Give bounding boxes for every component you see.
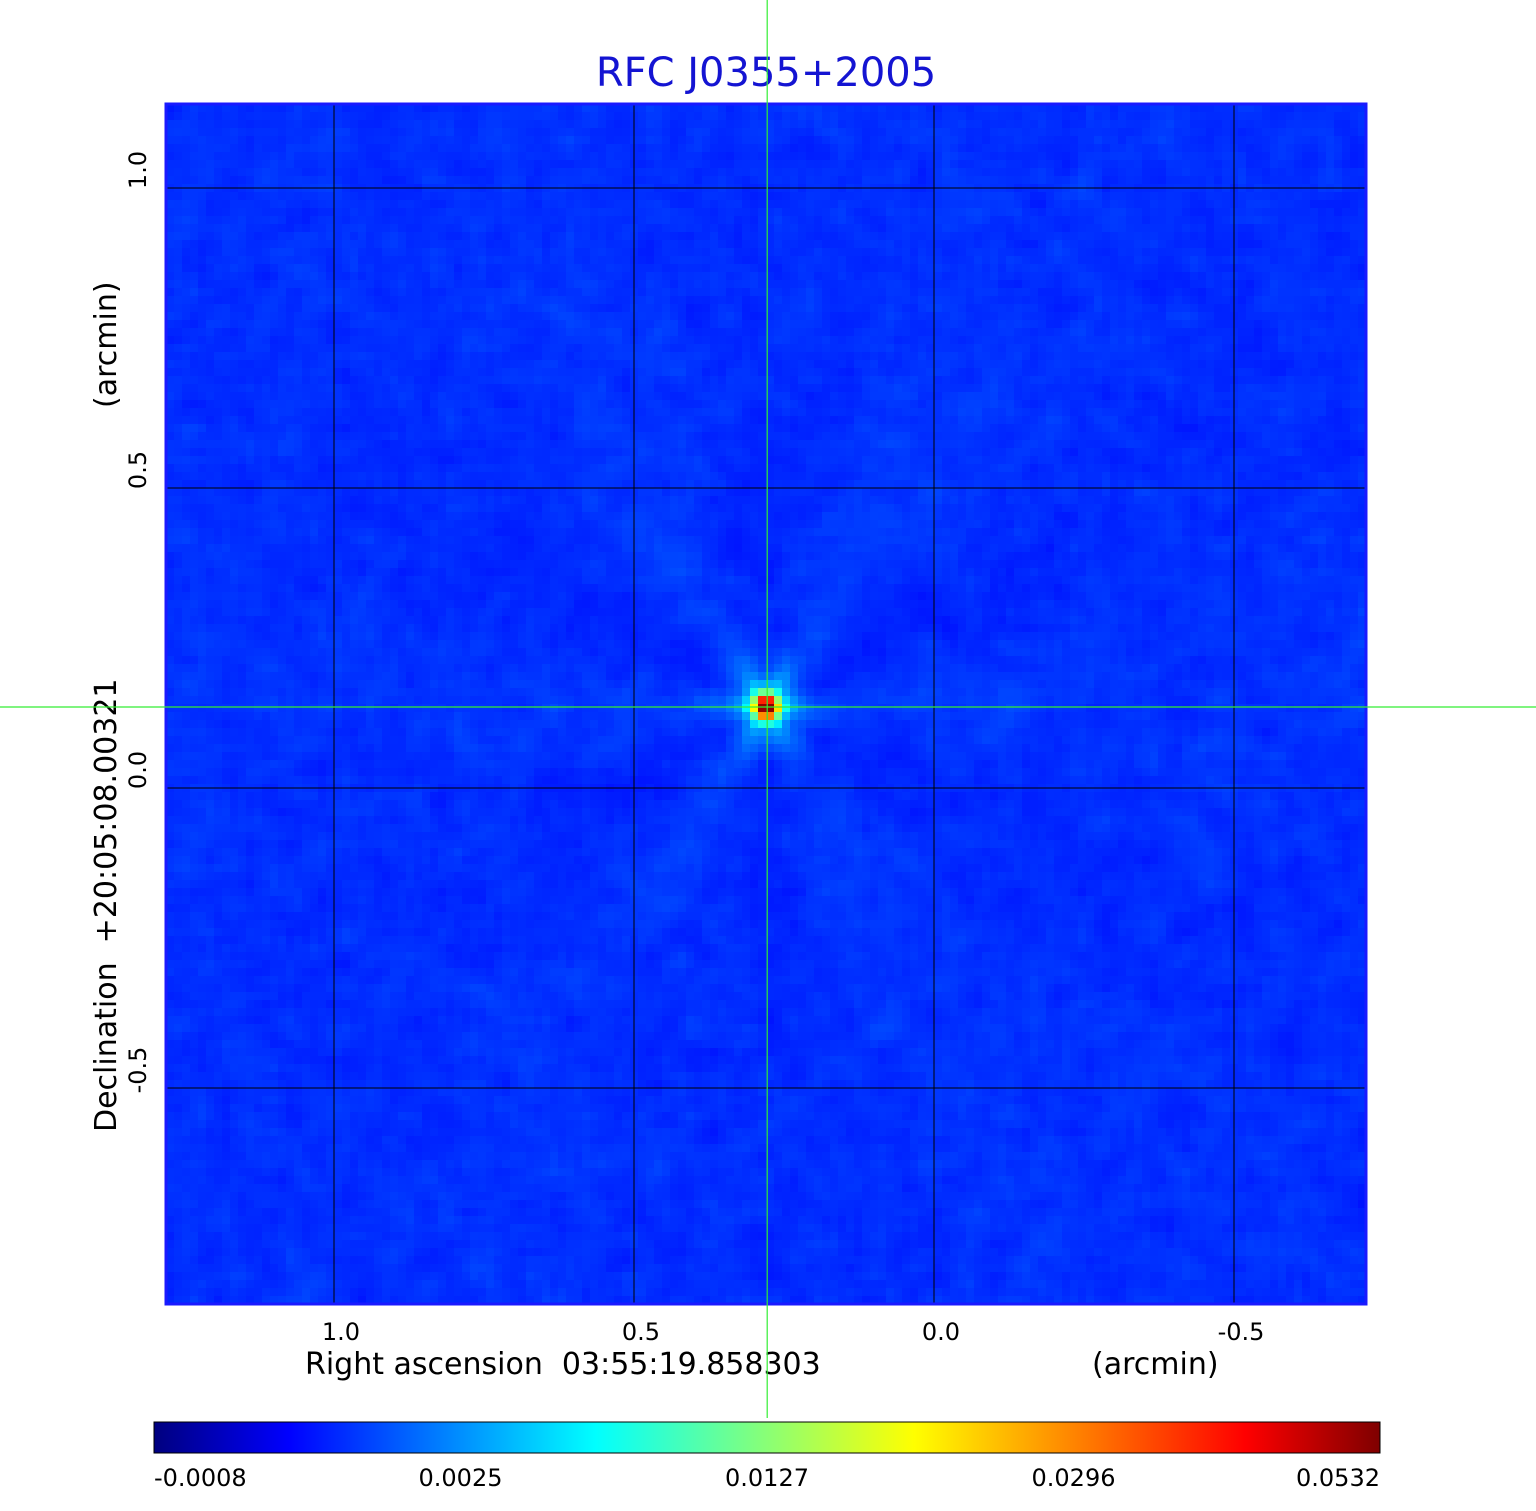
y-tick-label: -0.5 bbox=[124, 1047, 152, 1094]
x-tick-label: 0.0 bbox=[922, 1318, 960, 1346]
colorbar-tick-label: -0.0008 bbox=[154, 1464, 247, 1492]
x-tick-labels: 1.0 0.5 0.0 -0.5 bbox=[322, 1318, 1265, 1346]
x-tick-label: 0.5 bbox=[622, 1318, 660, 1346]
colorbar-tick-labels: -0.0008 0.0025 0.0127 0.0296 0.0532 bbox=[154, 1464, 1380, 1492]
colorbar-tick-label: 0.0127 bbox=[725, 1464, 809, 1492]
x-axis-unit: (arcmin) bbox=[1092, 1347, 1219, 1382]
y-tick-label: 1.0 bbox=[124, 151, 152, 189]
x-axis-label: Right ascension 03:55:19.858303 bbox=[305, 1347, 821, 1382]
chart-title: RFC J0355+2005 bbox=[596, 50, 936, 96]
plot-frame bbox=[164, 102, 1368, 1306]
colorbar-tick-label: 0.0296 bbox=[1032, 1464, 1116, 1492]
y-tick-label: 0.5 bbox=[124, 451, 152, 489]
colorbar-tick-label: 0.0532 bbox=[1296, 1464, 1380, 1492]
grid-lines bbox=[166, 104, 1366, 1304]
colorbar bbox=[153, 1421, 1381, 1454]
y-axis-label: Declination +20:05:08.00321 bbox=[89, 678, 124, 1132]
heatmap-image bbox=[166, 104, 1366, 1304]
y-tick-label: 0.0 bbox=[124, 751, 152, 789]
plot-area bbox=[166, 104, 1366, 1304]
x-tick-label: -0.5 bbox=[1218, 1318, 1265, 1346]
colorbar-tick-label: 0.0025 bbox=[419, 1464, 503, 1492]
y-tick-labels: 1.0 0.5 0.0 -0.5 bbox=[124, 151, 152, 1094]
y-axis-unit: (arcmin) bbox=[89, 281, 124, 408]
x-tick-label: 1.0 bbox=[322, 1318, 360, 1346]
